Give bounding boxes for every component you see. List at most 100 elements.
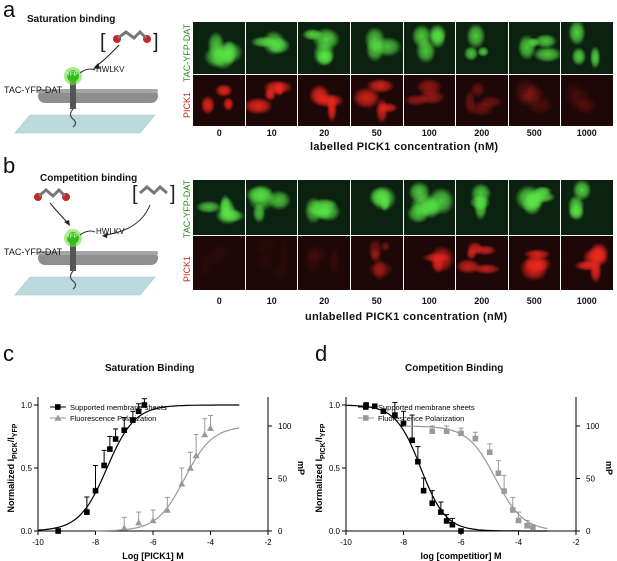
- data-point-fp: [509, 507, 516, 513]
- y-tick-label: 0.0: [329, 527, 341, 536]
- panel-a-image-grid: [193, 22, 613, 126]
- panel-b-green-image-20: [298, 180, 350, 235]
- data-point-fp: [135, 519, 143, 526]
- panel-a-concentration-label: 50: [371, 128, 382, 138]
- panel-b-red-image-10: [245, 235, 298, 290]
- x-tick-label: -6: [149, 538, 157, 547]
- panel-b-red-image-50: [350, 235, 403, 290]
- panel-b-green-image-500: [508, 180, 561, 235]
- panel-a-letter: a: [3, 0, 16, 22]
- panel-c-title: Saturation Binding: [105, 363, 195, 374]
- y-tick-label: 1.0: [329, 401, 341, 410]
- panel-b-letter: b: [3, 153, 16, 178]
- data-point-membrane: [449, 521, 456, 528]
- x-tick-label: -10: [340, 538, 352, 547]
- panel-a-green-image-100: [403, 22, 456, 74]
- x-tick-label: -4: [207, 538, 215, 547]
- panel-a-red-image-500: [508, 74, 561, 126]
- yfp-label-b: YFP: [66, 234, 78, 240]
- y2-tick-label: 100: [586, 422, 600, 431]
- data-point-membrane: [415, 458, 421, 465]
- panel-a-concentration-label: 20: [319, 128, 330, 138]
- data-point-membrane: [55, 528, 61, 534]
- panel-b-green-image-10: [245, 180, 298, 235]
- y-axis-label: Normalized IPICK/IYFP: [314, 423, 327, 512]
- data-point-fp: [207, 424, 214, 431]
- panel-b-concentration-label: 200: [474, 296, 490, 306]
- legend-label: Supported membrane sheets: [70, 403, 167, 412]
- x-tick-label: -10: [32, 538, 44, 547]
- data-point-membrane: [141, 402, 148, 408]
- panel-a-red-image-50: [350, 74, 403, 126]
- panel-b-concentration-label: 50: [371, 296, 382, 306]
- x-tick-label: -8: [400, 538, 408, 547]
- x-tick-label: -2: [572, 538, 580, 547]
- competition-binding-chart: -10 -8 -6 -4 -2 0.0 0.5 1.0 0 50 100 log [competiti…: [314, 397, 614, 561]
- panel-d-title: Competition Binding: [405, 363, 504, 374]
- tail-label-a: HWLKV: [96, 65, 125, 74]
- y-tick-label: 0.5: [21, 464, 33, 473]
- data-point-membrane: [392, 412, 398, 418]
- panel-b-red-image-0: [193, 235, 245, 290]
- svg-text:[: [: [132, 185, 138, 205]
- data-point-fp: [486, 449, 493, 456]
- y-tick-label: 0.0: [21, 527, 33, 536]
- svg-text:]: ]: [153, 31, 159, 53]
- panel-c-letter: c: [3, 341, 14, 366]
- svg-text:]: ]: [170, 185, 176, 205]
- data-point-fp: [472, 435, 479, 442]
- panel-b-green-image-50: [350, 180, 403, 235]
- legend-label: Fluorescence Polarization: [70, 414, 156, 423]
- x-tick-label: -2: [264, 538, 272, 547]
- panel-a-red-image-0: [193, 74, 245, 126]
- data-point-fp: [163, 506, 171, 513]
- panel-b-concentration-label: 20: [319, 296, 330, 306]
- y2-tick-label: 0: [278, 527, 283, 536]
- data-point-membrane: [409, 437, 415, 444]
- data-point-fp: [429, 428, 436, 435]
- panel-b-green-image-1000: [561, 180, 613, 235]
- panel-b-row-label-red: PICK1: [182, 256, 192, 283]
- svg-text:[: [: [100, 31, 106, 53]
- competition-schematic: [ ]: [14, 185, 176, 296]
- legend-marker: [363, 404, 369, 410]
- panel-b-red-image-100: [403, 235, 456, 290]
- x-tick-label: -4: [515, 538, 523, 547]
- fit-curve-membrane: [37, 404, 240, 531]
- panel-a-red-image-1000: [561, 74, 613, 126]
- panel-b-red-image-1000: [561, 235, 613, 290]
- fit-curve-fp: [95, 427, 240, 532]
- panel-a-red-image-10: [245, 74, 298, 126]
- panel-b-green-image-100: [403, 180, 456, 235]
- data-point-fp: [458, 430, 464, 437]
- tail-label-b: HWLKV: [96, 227, 125, 236]
- data-point-fp: [524, 522, 530, 529]
- data-point-membrane: [107, 446, 113, 452]
- data-point-membrane: [101, 462, 107, 469]
- data-point-membrane: [92, 487, 99, 494]
- saturation-schematic: [ ]: [14, 29, 159, 134]
- panel-b-red-image-20: [298, 235, 350, 290]
- panel-a-red-image-20: [298, 74, 350, 126]
- data-point-membrane: [112, 436, 119, 442]
- x-tick-label: -6: [457, 538, 465, 547]
- panel-b-green-image-0: [193, 180, 245, 235]
- panel-a-concentration-label: 100: [421, 128, 437, 138]
- panel-b-concentration-label: 100: [421, 296, 437, 306]
- yfp-label-a: YFP: [66, 72, 78, 78]
- x-axis-label: Log [PICK1] M: [122, 551, 184, 561]
- panel-a-green-image-200: [456, 22, 508, 74]
- y-tick-label: 1.0: [21, 401, 33, 410]
- panel-b-red-image-200: [456, 235, 508, 290]
- panel-a-red-image-100: [403, 74, 456, 126]
- data-point-membrane: [84, 509, 90, 515]
- legend-marker: [55, 404, 61, 410]
- data-point-membrane: [458, 528, 464, 534]
- data-point-membrane: [121, 427, 128, 433]
- construct-label-a: TAC-YFP-DAT: [4, 85, 63, 95]
- y2-tick-label: 50: [586, 475, 595, 484]
- panel-a-concentration-label: 10: [266, 128, 277, 138]
- panel-a-concentration-label: 200: [474, 128, 490, 138]
- legend-marker: [363, 415, 369, 421]
- y2-tick-label: 50: [278, 475, 287, 484]
